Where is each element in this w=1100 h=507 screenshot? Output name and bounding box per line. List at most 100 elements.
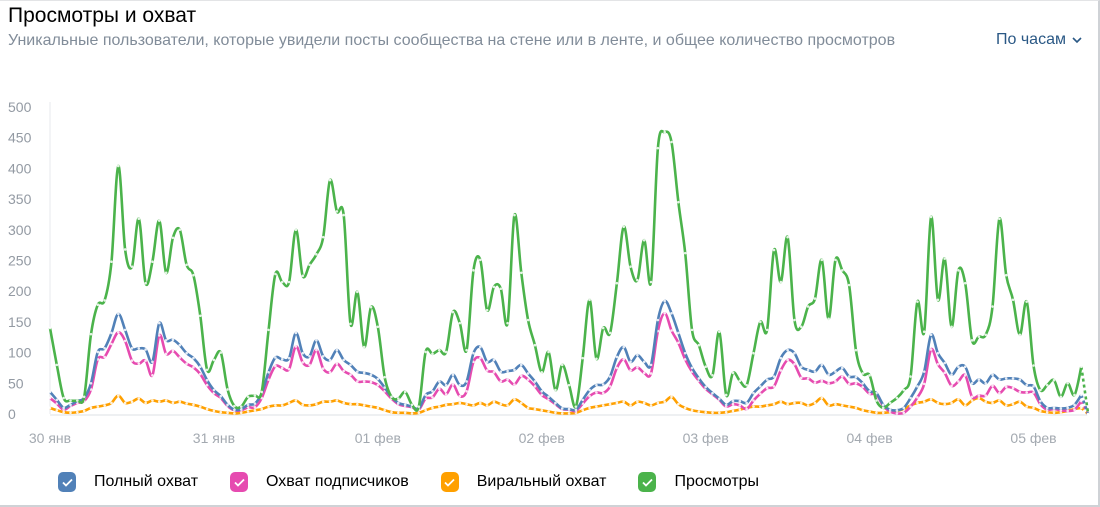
data-point-full-reach xyxy=(800,365,803,369)
data-point-viral-reach xyxy=(212,409,216,413)
data-point-full-reach xyxy=(185,351,188,355)
data-point-views xyxy=(472,269,475,272)
data-point-viral-reach xyxy=(185,402,188,405)
data-point-subscriber-reach xyxy=(608,385,612,388)
data-point-full-reach xyxy=(342,358,345,362)
data-point-full-reach xyxy=(376,377,380,381)
data-point-subscriber-reach xyxy=(164,352,168,356)
legend-item[interactable]: Просмотры xyxy=(638,472,759,492)
data-point-viral-reach xyxy=(554,411,557,415)
legend-item[interactable]: Охват подписчиков xyxy=(230,472,409,492)
data-point-full-reach xyxy=(683,351,687,355)
data-point-viral-reach xyxy=(718,411,721,415)
data-point-subscriber-reach xyxy=(861,385,865,389)
data-point-views xyxy=(834,258,837,262)
data-point-subscriber-reach xyxy=(151,374,154,377)
data-point-full-reach xyxy=(123,328,127,332)
data-point-full-reach xyxy=(117,312,120,316)
data-point-full-reach xyxy=(936,351,940,355)
data-point-views xyxy=(96,303,100,307)
data-point-views xyxy=(916,300,919,303)
data-point-viral-reach xyxy=(526,406,530,410)
data-point-views xyxy=(622,225,626,229)
data-point-full-reach xyxy=(697,377,701,380)
data-point-viral-reach xyxy=(881,411,885,415)
data-point-viral-reach xyxy=(629,404,632,407)
data-point-full-reach xyxy=(554,401,557,405)
data-point-full-reach xyxy=(793,351,796,355)
data-point-viral-reach xyxy=(663,400,666,404)
data-point-views xyxy=(991,305,994,308)
data-point-full-reach xyxy=(1045,406,1049,410)
data-point-views xyxy=(847,283,851,287)
data-point-views xyxy=(677,200,680,204)
data-point-full-reach xyxy=(820,363,824,367)
data-point-viral-reach xyxy=(519,401,523,405)
data-point-viral-reach xyxy=(117,394,120,397)
data-point-views xyxy=(117,164,120,168)
period-select[interactable]: По часам xyxy=(996,31,1082,49)
data-point-views xyxy=(608,331,612,335)
data-point-subscriber-reach xyxy=(847,382,851,386)
data-point-viral-reach xyxy=(800,401,803,405)
data-point-subscriber-reach xyxy=(267,378,270,381)
legend-item[interactable]: Виральный охват xyxy=(440,472,607,492)
x-tick-label: 05 фев xyxy=(1010,430,1056,446)
data-point-subscriber-reach xyxy=(950,384,953,388)
legend-checkbox[interactable] xyxy=(58,472,76,492)
data-point-views xyxy=(233,404,236,408)
data-point-viral-reach xyxy=(239,411,243,415)
data-point-viral-reach xyxy=(76,410,79,414)
data-point-subscriber-reach xyxy=(472,360,475,364)
data-point-viral-reach xyxy=(485,404,489,407)
data-point-viral-reach xyxy=(936,401,940,405)
data-point-views xyxy=(615,281,619,285)
data-point-subscriber-reach xyxy=(998,391,1001,395)
data-point-viral-reach xyxy=(130,400,134,404)
data-point-viral-reach xyxy=(697,410,701,413)
data-point-views xyxy=(786,235,789,239)
data-point-views xyxy=(253,394,257,397)
data-point-full-reach xyxy=(731,399,735,403)
data-point-viral-reach xyxy=(533,407,537,411)
data-point-viral-reach xyxy=(854,406,858,410)
data-point-viral-reach xyxy=(424,409,427,412)
legend-item[interactable]: Полный охват xyxy=(58,472,198,492)
checkmark-icon xyxy=(61,478,73,487)
data-point-views xyxy=(1059,395,1063,399)
legend-checkbox[interactable] xyxy=(638,472,657,492)
data-point-full-reach xyxy=(984,382,988,385)
legend-label: Виральный охват xyxy=(476,473,607,490)
data-point-views xyxy=(629,265,632,268)
data-point-viral-reach xyxy=(274,404,277,407)
data-point-views xyxy=(1080,365,1083,369)
data-point-viral-reach xyxy=(683,406,687,410)
data-point-views xyxy=(1052,378,1056,382)
data-point-viral-reach xyxy=(615,401,619,405)
data-point-subscriber-reach xyxy=(465,389,468,393)
data-point-viral-reach xyxy=(321,400,325,404)
data-point-viral-reach xyxy=(656,401,660,405)
data-point-views xyxy=(294,228,298,232)
legend-checkbox[interactable] xyxy=(440,472,459,492)
data-point-full-reach xyxy=(513,368,516,372)
data-point-subscriber-reach xyxy=(813,381,817,384)
data-point-viral-reach xyxy=(376,406,380,410)
data-point-viral-reach xyxy=(738,408,742,412)
legend-checkbox[interactable] xyxy=(230,472,249,492)
data-point-views xyxy=(1018,333,1022,337)
data-point-views xyxy=(499,287,503,291)
data-point-full-reach xyxy=(608,375,612,378)
data-point-views xyxy=(636,278,639,282)
data-point-viral-reach xyxy=(157,400,161,404)
data-point-subscriber-reach xyxy=(1018,390,1022,394)
data-point-subscriber-reach xyxy=(615,366,619,370)
data-point-views xyxy=(957,269,960,272)
data-point-views xyxy=(328,178,332,182)
data-point-views xyxy=(478,258,482,262)
data-point-full-reach xyxy=(588,388,591,392)
data-point-viral-reach xyxy=(178,400,182,404)
data-point-full-reach xyxy=(970,382,974,385)
data-point-subscriber-reach xyxy=(1011,386,1015,390)
data-point-full-reach xyxy=(622,345,626,349)
